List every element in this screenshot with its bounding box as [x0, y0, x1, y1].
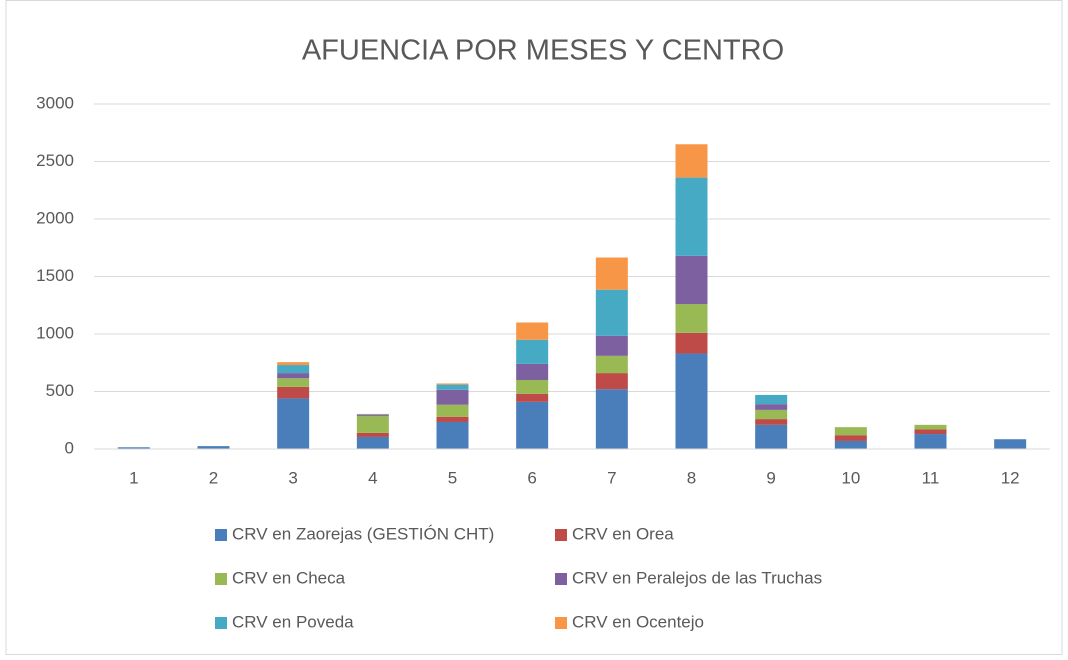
x-tick-label: 9 — [766, 468, 775, 487]
bar-segment — [516, 401, 549, 449]
bar-segment — [356, 414, 389, 416]
y-tick-label: 2000 — [36, 208, 74, 227]
bar-segment — [277, 362, 310, 366]
bar-segment — [755, 394, 788, 405]
legend-label: CRV en Poveda — [232, 612, 354, 631]
bar-segment — [675, 255, 708, 305]
bar-segment — [755, 409, 788, 420]
bar-segment — [197, 446, 230, 449]
bar-segment — [516, 339, 549, 364]
legend-label: CRV en Peralejos de las Truchas — [572, 568, 822, 587]
x-tick-label: 6 — [527, 468, 536, 487]
bar-segment — [356, 436, 389, 449]
y-tick-label: 1500 — [36, 266, 74, 285]
bar-segment — [994, 439, 1027, 449]
y-tick-label: 0 — [65, 438, 74, 457]
bar-segment — [277, 378, 310, 387]
y-tick-label: 3000 — [36, 93, 74, 112]
bar-segment — [436, 389, 469, 405]
legend-swatch — [215, 573, 227, 585]
bar-segment — [595, 289, 628, 336]
bar-segment — [436, 384, 469, 390]
bar-segment — [755, 424, 788, 449]
bar-segment — [595, 257, 628, 290]
x-tick-label: 3 — [288, 468, 297, 487]
bar-segment — [277, 373, 310, 379]
chart-title: AFUENCIA POR MESES Y CENTRO — [302, 35, 784, 67]
bar-segment — [595, 373, 628, 390]
y-tick-label: 500 — [46, 381, 74, 400]
bar-segment — [834, 440, 867, 449]
bar-segment — [356, 413, 389, 415]
x-tick-label: 1 — [129, 468, 138, 487]
legend-label: CRV en Ocentejo — [572, 612, 704, 631]
bar-segment — [436, 421, 469, 449]
y-tick-label: 1000 — [36, 323, 74, 342]
x-tick-label: 5 — [448, 468, 457, 487]
x-tick-label: 11 — [922, 468, 940, 487]
bar-segment — [914, 424, 947, 430]
bar-segment — [117, 447, 150, 449]
bar-segment — [516, 393, 549, 402]
bar-segment — [356, 415, 389, 417]
bar-segment — [675, 177, 708, 256]
bar-segment — [595, 335, 628, 356]
bar-segment — [834, 427, 867, 436]
bar-segment — [516, 363, 549, 380]
bar-segment — [595, 355, 628, 374]
legend-label: CRV en Checa — [232, 568, 346, 587]
bar-segment — [914, 429, 947, 435]
bar-segment — [834, 435, 867, 441]
bar-segment — [277, 398, 310, 449]
x-tick-label: 12 — [1001, 468, 1020, 487]
bar-segment — [436, 416, 469, 422]
bar-segment — [277, 386, 310, 399]
bar-segment — [516, 322, 549, 340]
legend-swatch — [215, 617, 227, 629]
bar-segment — [436, 404, 469, 417]
bar-segment — [675, 332, 708, 354]
bar-segment — [675, 304, 708, 333]
legend-swatch — [215, 529, 227, 541]
bar-segment — [436, 383, 469, 385]
legend-swatch — [555, 529, 567, 541]
legend-swatch — [555, 573, 567, 585]
x-tick-label: 10 — [841, 468, 860, 487]
x-tick-label: 2 — [209, 468, 218, 487]
bar-segment — [356, 432, 389, 437]
x-tick-label: 7 — [607, 468, 616, 487]
legend-label: CRV en Zaorejas (GESTIÓN CHT) — [232, 524, 494, 543]
bar-segment — [675, 353, 708, 449]
bar-segment — [277, 365, 310, 374]
bar-segment — [675, 144, 708, 178]
x-tick-label: 4 — [368, 468, 377, 487]
y-tick-label: 2500 — [36, 151, 74, 170]
x-tick-label: 8 — [687, 468, 696, 487]
legend-swatch — [555, 617, 567, 629]
bar-segment — [595, 389, 628, 449]
bar-segment — [755, 419, 788, 425]
legend-label: CRV en Orea — [572, 524, 674, 543]
bar-segment — [356, 416, 389, 433]
bar-segment — [516, 380, 549, 394]
bar-segment — [755, 404, 788, 410]
bar-segment — [914, 434, 947, 449]
